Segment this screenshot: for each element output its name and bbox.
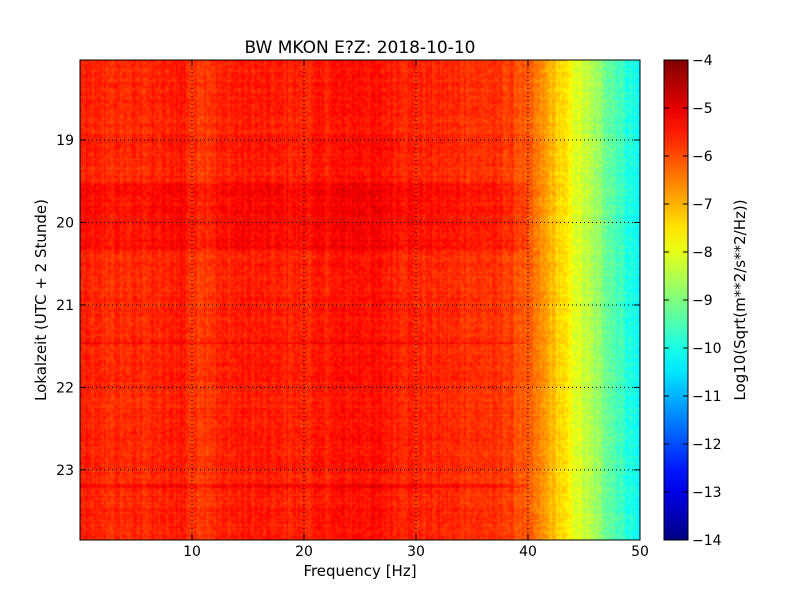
- x-tick-label: 40: [519, 544, 537, 560]
- colorbar-ticks: −4 −5 −6 −7 −8 −9 −10 −11 −12 −13 −14: [664, 53, 722, 549]
- chart-title: BW MKON E?Z: 2018-10-10: [245, 38, 476, 58]
- colorbar-tick-label: −13: [692, 485, 722, 501]
- y-tick-label: 20: [56, 215, 74, 231]
- colorbar-tick-label: −5: [692, 101, 713, 117]
- colorbar-tick-label: −7: [692, 197, 713, 213]
- plot-frame: [79, 59, 641, 541]
- colorbar-tick-label: −11: [692, 389, 722, 405]
- colorbar: −4 −5 −6 −7 −8 −9 −10 −11 −12 −13 −14: [663, 53, 722, 549]
- colorbar-tick-label: −10: [692, 341, 722, 357]
- x-tick-label: 30: [407, 544, 425, 560]
- colorbar-tick-label: −14: [692, 533, 722, 549]
- colorbar-tick-label: −8: [692, 245, 713, 261]
- colorbar-tick-label: −6: [692, 149, 713, 165]
- y-axis-label: Lokalzeit (UTC + 2 Stunde): [32, 199, 50, 401]
- x-tick-label: 20: [295, 544, 313, 560]
- y-tick-label: 23: [56, 463, 74, 479]
- x-tick-label: 50: [631, 544, 649, 560]
- plot-area: 10 20 30 40 50 19 20 21 22 23: [56, 59, 649, 560]
- colorbar-tick-label: −12: [692, 437, 722, 453]
- x-tick-label: 10: [183, 544, 201, 560]
- y-axis-ticks: 19 20 21 22 23: [56, 133, 640, 479]
- x-axis-ticks: 10 20 30 40 50: [183, 60, 649, 560]
- y-tick-label: 19: [56, 133, 74, 149]
- y-tick-label: 22: [56, 380, 74, 396]
- colorbar-label: Log10(Sqrt(m**2/s**2/Hz)): [731, 199, 749, 400]
- y-tick-label: 21: [56, 298, 74, 314]
- spectrogram-heatmap: [80, 60, 640, 540]
- colorbar-tick-label: −9: [692, 293, 713, 309]
- grid-lines: [80, 60, 640, 540]
- x-axis-label: Frequency [Hz]: [303, 562, 416, 580]
- colorbar-tick-label: −4: [692, 53, 713, 69]
